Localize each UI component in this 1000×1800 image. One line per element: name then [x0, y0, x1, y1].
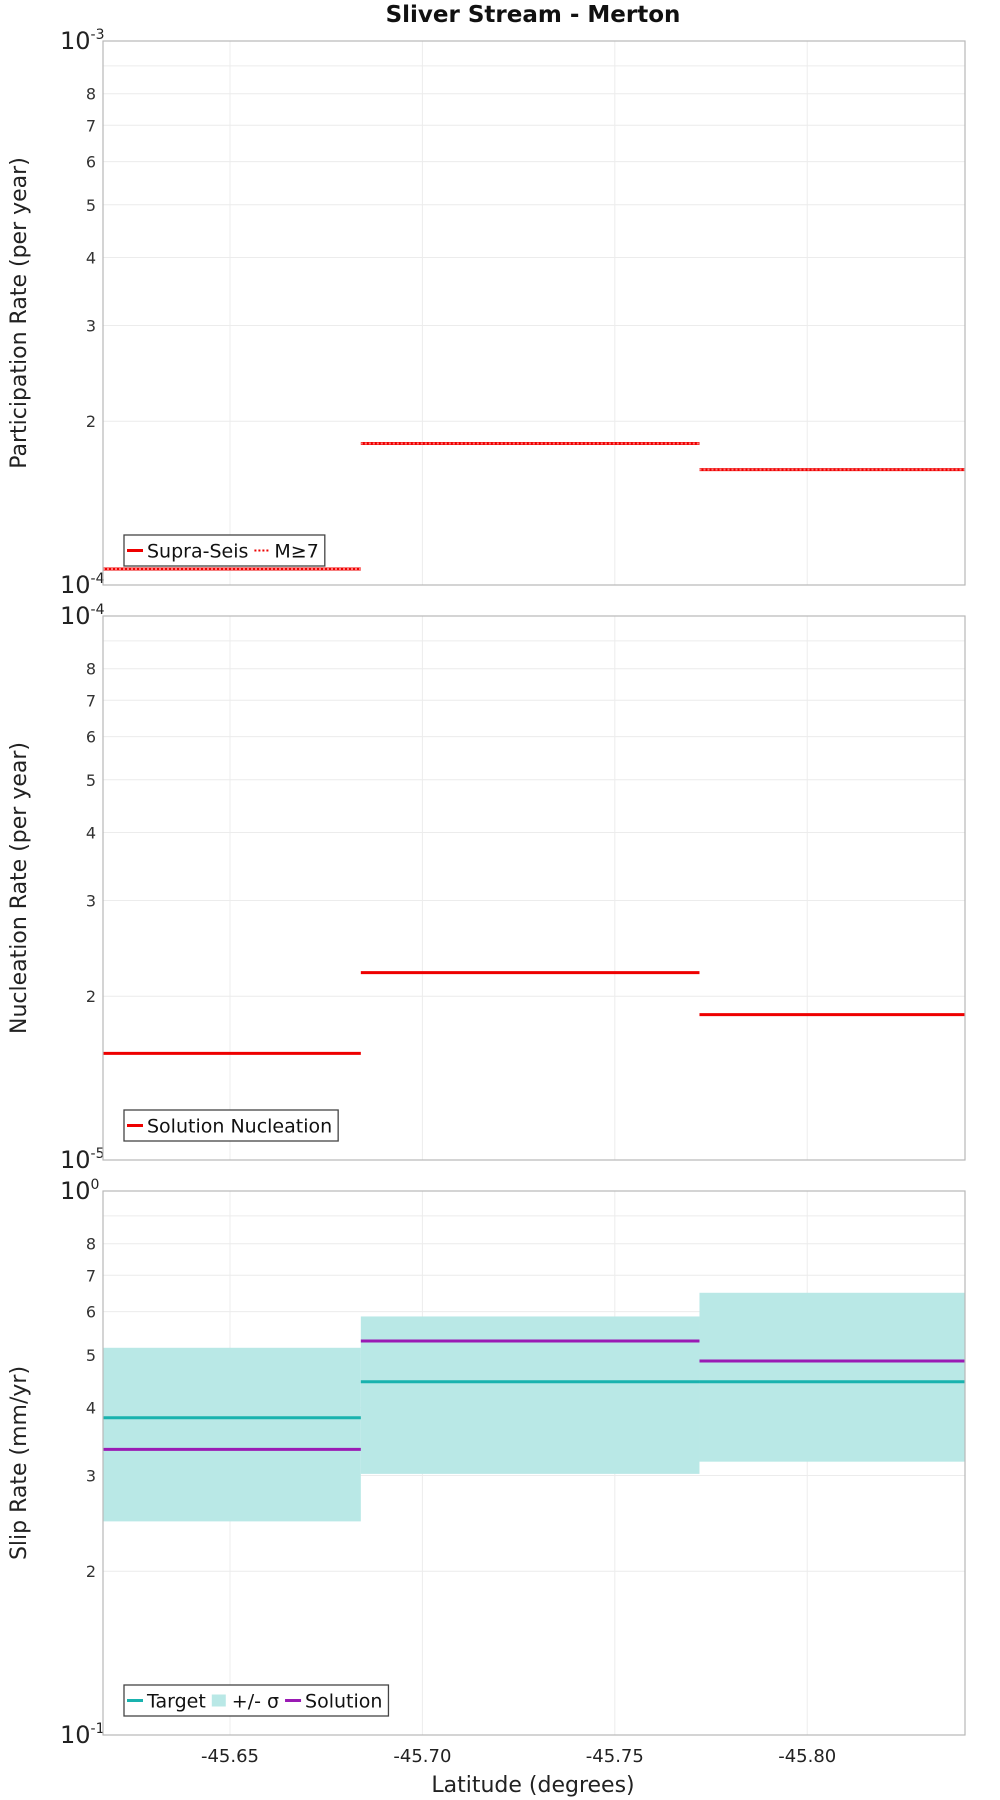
y-tick-label: 2 — [86, 1562, 96, 1581]
y-tick-label: 4 — [86, 1398, 96, 1417]
panel-nucleation: 8 7 6 5 4 3 2 10-4 10-5 Nucleation Rate (per year… — [7, 602, 966, 1174]
y-tick-label: 5 — [86, 196, 96, 215]
sigma-band-segment — [699, 1292, 965, 1462]
legend-label: Target — [146, 1691, 206, 1713]
legend-box — [123, 1684, 390, 1717]
y-tick-label: 7 — [86, 691, 96, 710]
legend-box — [123, 1109, 339, 1142]
y-tick-label: 8 — [86, 85, 96, 104]
x-tick-label: -45.80 — [778, 1746, 836, 1767]
y-tick-label: 8 — [86, 660, 96, 679]
plot-frame — [102, 615, 966, 1161]
legend-label: M≥7 — [274, 541, 318, 563]
y-tick-label: 6 — [86, 153, 96, 172]
y-tick-label: 6 — [86, 728, 96, 747]
y-tick-label: 7 — [86, 116, 96, 135]
legend-swatch — [211, 1694, 226, 1707]
y-tick-label: 4 — [86, 248, 96, 267]
y-decade-label: 10-1 — [60, 1721, 105, 1749]
y-axis-title: Nucleation Rate (per year) — [7, 742, 32, 1034]
y-tick-label: 2 — [86, 412, 96, 431]
x-tick-label: -45.70 — [393, 1746, 451, 1767]
plot-frame — [102, 40, 966, 586]
y-tick-label: 4 — [86, 823, 96, 842]
x-tick-label: -45.65 — [201, 1746, 259, 1767]
y-tick-label: 8 — [86, 1235, 96, 1254]
y-decade-label: 10-3 — [60, 27, 105, 55]
y-tick-label: 2 — [86, 987, 96, 1006]
legend: Target +/- σ Solution — [123, 1684, 390, 1717]
y-axis-title: Slip Rate (mm/yr) — [7, 1366, 32, 1560]
legend-label: +/- σ — [232, 1691, 279, 1713]
y-tick-label: 3 — [86, 891, 96, 910]
y-decade-label: 100 — [60, 1177, 99, 1205]
y-tick-label: 6 — [86, 1303, 96, 1322]
x-tick-label: -45.75 — [586, 1746, 644, 1767]
x-axis-title: Latitude (degrees) — [431, 1773, 634, 1798]
legend: Solution Nucleation — [123, 1109, 339, 1142]
legend-label: Supra-Seis — [147, 541, 248, 563]
y-tick-label: 5 — [86, 1346, 96, 1365]
y-decade-label: 10-5 — [60, 1146, 105, 1174]
legend: Supra-Seis M≥7 — [123, 534, 326, 567]
legend-box — [123, 534, 326, 567]
y-tick-label: 5 — [86, 771, 96, 790]
legend-label: Solution Nucleation — [147, 1116, 332, 1138]
legend-label: Solution — [305, 1691, 382, 1713]
y-decade-label: 10-4 — [60, 602, 105, 630]
panel-participation: 8 7 6 5 4 3 2 10-3 10-4 Participation Rate (per y… — [7, 27, 966, 599]
y-axis-title: Participation Rate (per year) — [7, 157, 32, 469]
y-tick-label: 3 — [86, 316, 96, 335]
chart-title: Sliver Stream - Merton — [386, 2, 681, 28]
x-axis: -45.65 -45.70 -45.75 -45.80 — [201, 1746, 836, 1767]
sigma-band-segment — [360, 1316, 700, 1474]
y-tick-label: 7 — [86, 1266, 96, 1285]
sigma-band-segment — [103, 1347, 361, 1522]
y-tick-label: 3 — [86, 1466, 96, 1485]
plot-frame — [102, 1190, 966, 1736]
y-decade-label: 10-4 — [60, 571, 105, 599]
panel-slip: 8 7 6 5 4 3 2 100 10-1 Slip Rate (mm/yr) Target +/-… — [7, 1177, 966, 1749]
